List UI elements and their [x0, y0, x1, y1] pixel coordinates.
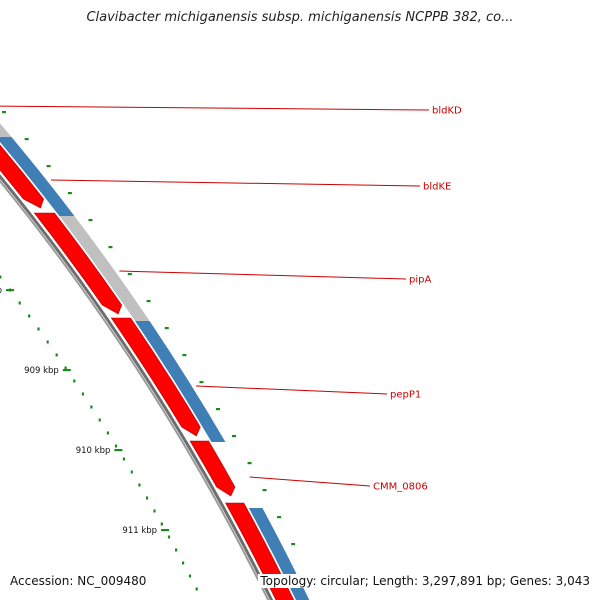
feature-rings [0, 123, 310, 600]
reverse-cds-segment [135, 321, 226, 442]
gc-skew-dot [181, 561, 185, 565]
gc-skew-dot [167, 535, 171, 539]
reverse-cds-segment [0, 123, 12, 137]
gene-callout-line [51, 179, 421, 187]
gc-skew-dot [98, 418, 101, 422]
outer-tick-mark [1, 111, 6, 114]
cds-arrow [33, 212, 123, 315]
gc-skew-dot [37, 327, 40, 331]
gc-skew-dot [0, 275, 2, 279]
outer-tick-mark [247, 462, 252, 465]
gene-callout-line [196, 385, 388, 395]
gene-labels: bldKD bldKE pipA pepP1 CMM_0806 [0, 106, 462, 493]
gc-skew-dot [145, 496, 149, 500]
outer-tick-mark [262, 489, 267, 492]
outer-tick-mark [291, 543, 296, 546]
gc-skew-dot [46, 340, 49, 344]
cds-arrow [110, 317, 201, 437]
outer-tick-mark [108, 246, 113, 249]
gc-skew-dot [73, 379, 76, 383]
gene-label: pepP1 [390, 390, 421, 401]
backbone-ring [0, 174, 274, 600]
accession-text: Accession: NC_009480 [8, 574, 149, 588]
gene-label: bldKE [423, 182, 451, 193]
kbp-tick [161, 529, 170, 532]
outer-tick-mark [146, 300, 151, 303]
gc-skew-dot [188, 574, 192, 578]
gc-skew-dot [18, 301, 21, 305]
gc-skew-dot [130, 470, 133, 474]
reverse-cds-segment [59, 216, 150, 321]
kbp-tick [5, 289, 14, 292]
outer-tick-mark [88, 219, 93, 222]
gc-skew-dot [160, 522, 163, 526]
outer-tick-mark [215, 408, 220, 411]
gc-skew-dot [153, 509, 156, 513]
outer-tick-mark [164, 327, 169, 330]
gc-skew-dot [122, 457, 126, 461]
cds-arrow [0, 144, 44, 209]
outer-tick-mark [127, 273, 132, 276]
outer-tick-mark [182, 354, 187, 357]
gc-skew-dot [138, 483, 141, 487]
backbone-ring [0, 179, 270, 600]
reverse-cds-segment [0, 137, 75, 216]
outer-tick-mark [199, 381, 204, 384]
gc-skew-dot [28, 314, 31, 318]
cds-arrow [189, 440, 236, 497]
kbp-tick [114, 449, 123, 452]
gc-skew-dot [64, 366, 67, 370]
gene-label: CMM_0806 [373, 482, 428, 493]
gene-callout-line [0, 105, 430, 111]
kbp-label: 909 kbp [24, 366, 59, 376]
kbp-tick [62, 369, 71, 372]
outer-tick-mark [46, 165, 51, 168]
gc-skew-dot [81, 392, 85, 396]
gene-label: bldKD [432, 106, 462, 117]
gc-skew-dot [175, 548, 178, 552]
gc-skew-dot [90, 405, 93, 409]
kbp-label: 908 kbp [0, 286, 2, 296]
map-title: Clavibacter michiganensis subsp. michiga… [86, 10, 514, 25]
outer-tick-mark [67, 192, 72, 195]
gene-callout-line [119, 270, 407, 280]
gc-skew-dot [55, 353, 58, 357]
gene-callout-line [249, 476, 371, 487]
outer-tick-mark [277, 516, 282, 519]
outer-tick-mark [24, 138, 29, 141]
kbp-label: 911 kbp [122, 526, 157, 536]
outer-tick-mark [232, 435, 237, 438]
gc-skew-dot [114, 444, 118, 448]
gc-skew-dot [106, 431, 110, 435]
gc-skew-dot [195, 587, 198, 591]
kbp-label: 910 kbp [76, 446, 111, 456]
summary-text: Topology: circular; Length: 3,297,891 bp… [258, 574, 592, 588]
gene-label: pipA [409, 275, 431, 286]
gc-skew-dots [0, 111, 296, 591]
